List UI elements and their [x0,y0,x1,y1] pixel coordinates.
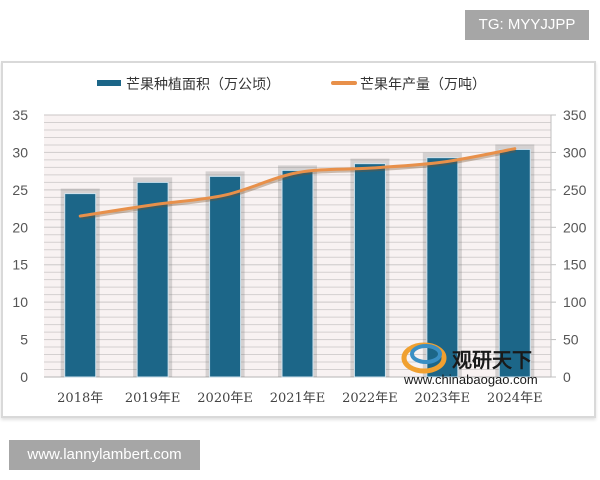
x-axis-label: 2018年 [57,391,103,406]
line-annual-output [78,147,517,218]
combo-chart: 0 50 100 150 200 250 300 350 0 5 10 15 20 25 30 35 2018年… [12,77,587,406]
right-axis-label: 100 [563,294,587,310]
left-axis-label: 10 [12,294,28,310]
right-axis-label: 300 [563,144,587,160]
bar-planting-area [64,193,97,378]
left-axis-label: 20 [12,219,28,235]
bar-planting-area [209,175,242,378]
bar-planting-area [281,169,314,378]
bar-planting-area [353,163,386,378]
right-axis-label: 250 [563,182,587,198]
legend-bar-label: 芒果种植面积（万公顷） [126,77,280,93]
x-axis-label: 2024年E [487,391,543,406]
right-axis-label: 200 [563,219,587,235]
left-axis-label: 0 [20,369,28,385]
x-axis-label: 2019年E [125,391,181,406]
right-axis-label: 50 [563,332,579,348]
legend-bar-swatch [97,80,121,86]
watermark-bottom: www.lannylambert.com [9,440,200,470]
left-axis-label: 25 [12,182,28,198]
left-axis-label: 5 [20,332,28,348]
right-axis-label: 350 [563,107,587,123]
right-axis-label: 0 [563,369,571,385]
x-axis-label: 2020年E [197,391,253,406]
line-shadow [80,148,517,220]
bar-planting-area [498,148,531,378]
right-axis-label: 150 [563,257,587,273]
watermark-top: TG: MYYJJPP [465,10,589,40]
logo-url: www.chinabaogao.com [403,372,538,387]
logo-swirl-inner-icon [410,344,442,364]
bar-planting-area [426,157,459,378]
legend-line-label: 芒果年产量（万吨） [360,77,486,93]
x-axis-label: 2023年E [415,391,471,406]
bar-planting-area [136,181,169,378]
left-axis-label: 35 [12,107,28,123]
legend-line-swatch [331,81,357,85]
left-axis-label: 15 [12,257,28,273]
x-axis-label: 2022年E [342,391,398,406]
x-axis-label: 2021年E [270,391,326,406]
logo-name: 观研天下 [452,348,532,372]
left-axis-label: 30 [12,144,28,160]
